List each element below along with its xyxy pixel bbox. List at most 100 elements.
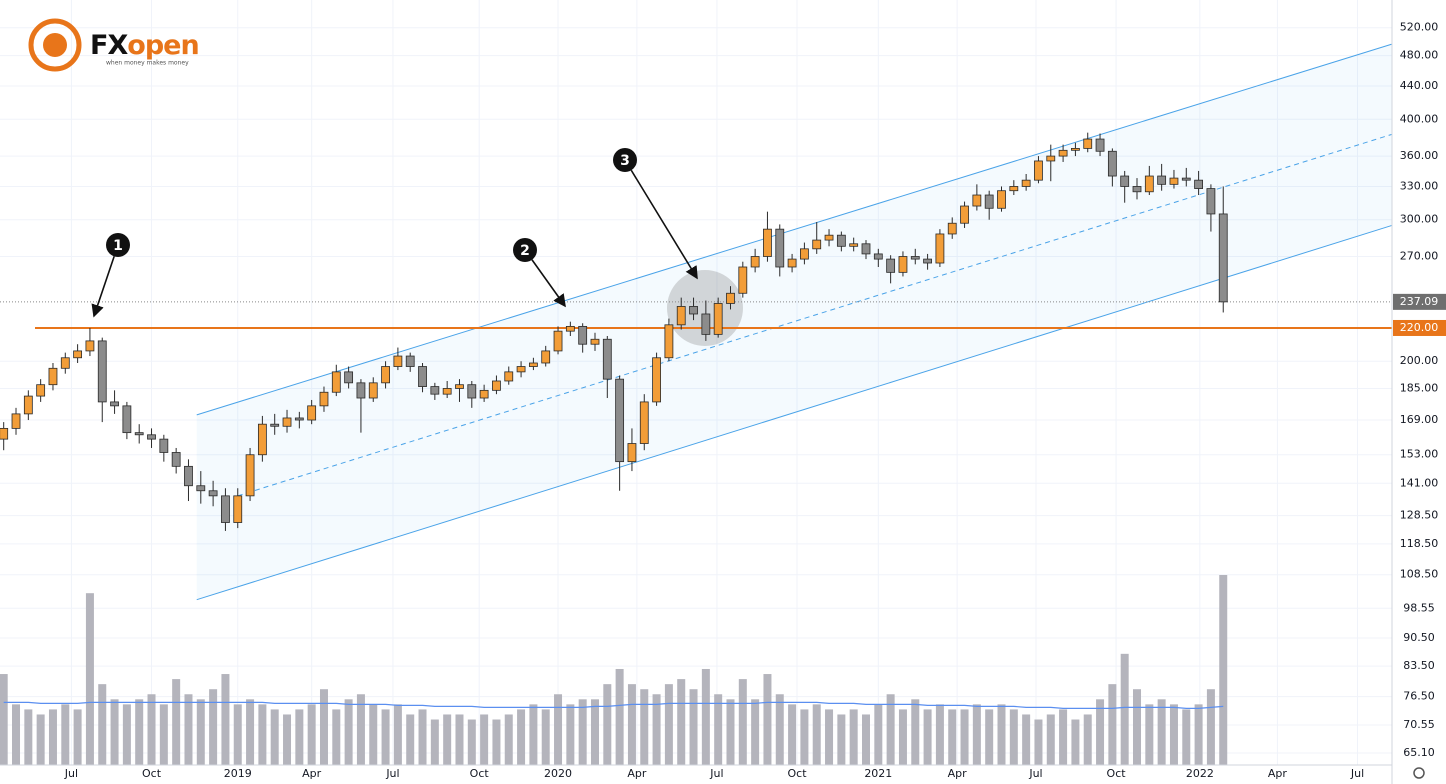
y-tick-label: 65.10 (1403, 746, 1435, 759)
y-tick-label: 185.00 (1400, 381, 1439, 394)
axes: 520.00 480.00 440.00 400.00 360.00 330.00 300.… (64, 21, 1446, 780)
y-tick-label: 330.00 (1400, 179, 1439, 192)
candle-body (73, 350, 83, 359)
volume-bar (837, 714, 846, 765)
candle-body (824, 234, 834, 241)
candle-body (935, 233, 945, 264)
candle-body (873, 253, 883, 260)
volume-bar (566, 704, 575, 765)
x-tick-label: Jul (385, 767, 399, 780)
volume-bar (948, 709, 957, 765)
candle-body (147, 434, 156, 440)
candle-body (393, 355, 403, 367)
volume-bar (1133, 689, 1142, 765)
candle-body (270, 423, 280, 427)
volume-bar (270, 709, 279, 765)
volume-bar (861, 714, 870, 765)
candle-body (319, 391, 329, 407)
logo: FXopen when money makes money (28, 18, 200, 72)
channel-mid (237, 133, 1392, 497)
volume-bar (233, 704, 242, 765)
volume-bar (307, 704, 316, 765)
level-label-box (1393, 319, 1446, 336)
candle-body (947, 222, 957, 235)
y-tick-label: 153.00 (1400, 448, 1439, 461)
volume-bar (418, 709, 427, 765)
volume-bar (541, 709, 550, 765)
candle-body (467, 384, 477, 399)
candle-body (282, 417, 292, 427)
volume-bar (517, 709, 526, 765)
x-tick-label: Oct (1107, 767, 1127, 780)
y-tick-label: 520.00 (1400, 21, 1439, 34)
x-tick-label: 2021 (864, 767, 892, 780)
candle-body (356, 382, 366, 399)
volume-bar (1157, 699, 1166, 765)
candle-body (85, 340, 95, 352)
candle-body (972, 194, 982, 207)
volume-bar (393, 704, 402, 765)
candle-body (97, 340, 107, 403)
y-tick-label: 169.00 (1400, 413, 1439, 426)
volume-bar (640, 689, 649, 765)
candle-body (368, 382, 378, 399)
candle-body (836, 234, 846, 247)
candle-body (418, 366, 427, 387)
annotation-arrow (91, 256, 115, 318)
candle-body (775, 228, 785, 268)
volume-bar (886, 694, 895, 765)
volume-bar (689, 689, 698, 765)
x-tick-label: Apr (1268, 767, 1288, 780)
volume-bar (935, 704, 944, 765)
annotation-badge (106, 233, 130, 257)
volume-bar (664, 684, 673, 765)
volume-bar (1009, 709, 1018, 765)
volume-bar (332, 709, 341, 765)
candle-body (405, 355, 415, 367)
candle-body (923, 258, 932, 264)
y-tick-label: 98.55 (1403, 601, 1435, 614)
volume-ma-line (3, 701, 1224, 710)
y-tick-label: 128.50 (1400, 509, 1439, 522)
candle-body (627, 443, 637, 463)
volume-bar (184, 694, 193, 765)
volume-bar (24, 709, 33, 765)
y-tick-label: 70.55 (1403, 718, 1435, 731)
candle-body (1120, 175, 1130, 187)
candle-body (898, 256, 908, 273)
volume-bar (751, 699, 760, 765)
gear[interactable] (1413, 767, 1425, 779)
candle-body (1132, 186, 1142, 193)
volume-bar (812, 704, 821, 765)
candle-body (122, 405, 132, 434)
volume-bar (492, 719, 501, 765)
volume-bar (738, 679, 747, 765)
volume-bar (701, 668, 710, 765)
candle-body (11, 413, 21, 429)
volume-bar (677, 679, 686, 765)
volume-bar (652, 694, 661, 765)
last-price-box (1393, 293, 1446, 310)
settings-icon[interactable] (1413, 767, 1425, 779)
volume-bar (258, 704, 267, 765)
y-tick-label: 300.00 (1400, 213, 1439, 226)
volume-bar (122, 704, 131, 765)
candle-body (1169, 177, 1179, 185)
x-tick-label: Jul (1350, 767, 1364, 780)
candle-body (639, 401, 649, 444)
y-tick-label: 360.00 (1400, 149, 1439, 162)
y-tick-label: 400.00 (1400, 112, 1439, 125)
annotation-number: 1 (113, 238, 123, 254)
volume-bar (85, 593, 94, 765)
candle-body (713, 303, 723, 335)
candle-body (307, 405, 317, 421)
volume-bar (590, 699, 599, 765)
volume-bar (295, 709, 304, 765)
candle-body (1071, 148, 1080, 151)
candle-body (1206, 188, 1216, 215)
x-tick-label: 2022 (1186, 767, 1214, 780)
volume-bar (480, 714, 489, 765)
logo-icon (28, 18, 82, 72)
volume-bar (1108, 684, 1117, 765)
